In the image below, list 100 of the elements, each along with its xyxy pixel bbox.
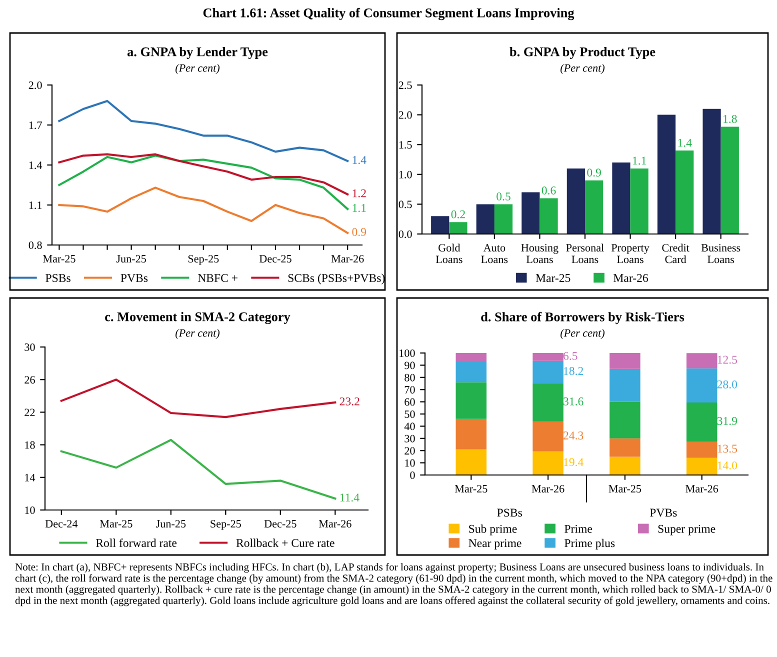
y-tick-label: 1.7 — [29, 122, 42, 130]
data-label: 0.6 — [542, 186, 556, 195]
data-label: 1.8 — [724, 114, 737, 123]
y-tick-label: 80 — [404, 374, 415, 382]
bar — [566, 168, 585, 234]
chart-title: b. GNPA by Product Type — [510, 47, 656, 59]
legend-label: PVBs — [120, 274, 148, 282]
chart-subtitle: (Per cent) — [176, 328, 220, 340]
bar — [610, 353, 640, 369]
y-tick-label: 0.0 — [398, 230, 412, 238]
y-tick-label: 22 — [24, 408, 35, 416]
bar — [494, 204, 513, 234]
data-label: 0.5 — [496, 192, 510, 200]
data-label: 1.2 — [352, 189, 366, 198]
data-label: 0.9 — [352, 228, 366, 236]
y-tick-label: 50 — [404, 410, 415, 418]
legend-label: Super prime — [658, 524, 716, 536]
x-tick-label: Housing Loans — [521, 244, 558, 264]
data-label: 13.5 — [718, 444, 738, 453]
bar — [686, 368, 718, 403]
data-label: 23.2 — [340, 397, 360, 406]
x-tick-label: Jun-25 — [156, 520, 186, 528]
legend-label: NBFC + — [198, 274, 238, 282]
bar — [612, 162, 630, 234]
x-tick-label: Sep-25 — [210, 520, 241, 530]
y-tick-label: 0.8 — [28, 241, 42, 250]
y-tick-label: 1.0 — [399, 170, 412, 178]
y-tick-label: 2.0 — [28, 81, 42, 90]
bar — [532, 422, 564, 452]
bar — [686, 441, 718, 458]
bar — [431, 216, 450, 234]
bar — [532, 451, 564, 475]
bar — [532, 383, 564, 422]
x-tick-label: Mar-26 — [318, 520, 352, 528]
data-label: 31.9 — [717, 417, 737, 425]
bar — [456, 418, 487, 450]
line-series — [58, 100, 349, 162]
y-tick-label: 30 — [404, 434, 415, 442]
bar — [686, 458, 718, 475]
data-label: 18.2 — [564, 367, 584, 376]
x-tick-label: Mar-26 — [686, 485, 718, 493]
chart-subtitle: (Per cent) — [560, 328, 605, 340]
bar — [476, 204, 494, 234]
bar — [456, 449, 487, 475]
x-tick-label: Dec-25 — [264, 520, 296, 528]
bar — [449, 222, 468, 234]
data-label: 28.0 — [717, 380, 738, 388]
legend-label: Prime plus — [564, 538, 615, 550]
legend-label: Rollback + Cure rate — [236, 538, 334, 547]
bar — [610, 456, 640, 475]
bar — [585, 180, 604, 234]
y-tick-label: 14 — [25, 474, 36, 482]
legend-label: Near prime — [468, 539, 522, 550]
y-tick-label: 10 — [25, 506, 35, 514]
chart-subtitle: (Per cent) — [176, 64, 220, 74]
bar — [657, 114, 676, 234]
data-label: 19.4 — [564, 458, 584, 466]
bar — [456, 362, 487, 382]
x-tick-label: Mar-25 — [608, 485, 642, 493]
y-tick-label: 100 — [400, 349, 415, 357]
legend-label: SCBs (PSBs+PVBs) — [288, 274, 385, 284]
legend-label: Prime — [564, 524, 592, 533]
y-tick-label: 1.4 — [29, 162, 42, 170]
x-tick-label: Dec-25 — [259, 255, 292, 263]
bar — [676, 150, 694, 234]
x-tick-label: Dec-24 — [45, 520, 78, 528]
chart-subtitle: (Per cent) — [560, 64, 605, 74]
text: Note: In chart (a), NBFC+ represents NBFCs including HFCs. In chart (b), LAP stands for loans against property; Business Loans are unsecured business loans to individuals. In chart (c), the roll forward rate is the percentage change (by amount) from the SMA-2 category (61-90 dpd) in the current month, which moved to the NPA category (90+dpd) in the next month (aggregated quarterly). Rollback + cure rate is the percentage change (in amount) in the SMA-2 category in the current month, which rolled back to SMA-1/ SMA-0/ 0 dpd in the next month (aggregated quarterly). Gold loans include agriculture gold loans and are loans offered against the collateral security of gold jewellery, ornaments and coins. — [15, 563, 772, 606]
chart-title: c. Movement in SMA-2 Category — [105, 312, 290, 324]
y-tick-label: 18 — [25, 441, 35, 449]
legend-label: PSBs — [46, 274, 70, 282]
text: PVBs — [650, 508, 677, 517]
x-tick-label: Mar-26 — [331, 255, 364, 263]
bar — [720, 126, 739, 234]
y-tick-label: 0.5 — [398, 200, 412, 208]
bar — [522, 192, 540, 234]
data-label: 11.4 — [340, 494, 360, 502]
text: Chart 1.61: Asset Quality of Consumer Segment Loans Improving — [203, 8, 574, 20]
data-label: 14.0 — [718, 461, 738, 470]
bar — [456, 353, 487, 362]
x-tick-label: Mar-25 — [100, 520, 132, 528]
x-tick-label: Jun-25 — [116, 255, 146, 263]
bar — [456, 382, 487, 419]
y-tick-label: 26 — [24, 376, 35, 384]
legend-label: Sub prime — [469, 524, 517, 536]
x-tick-label: Mar-26 — [532, 485, 564, 493]
x-tick-label: Mar-25 — [42, 255, 76, 263]
y-tick-label: 60 — [404, 398, 415, 406]
line-series — [60, 378, 336, 418]
text: PSBs — [497, 508, 522, 517]
x-tick-label: Gold Loans — [436, 244, 462, 264]
data-label: 0.2 — [451, 210, 465, 218]
x-tick-label: Business Loans — [701, 244, 740, 264]
x-tick-label: Credit Card — [662, 244, 690, 264]
bar — [532, 353, 564, 361]
data-label: 31.6 — [564, 397, 584, 406]
legend-label: Roll forward rate — [96, 538, 177, 547]
y-tick-label: 90 — [404, 362, 415, 370]
bar — [532, 360, 564, 384]
bar — [610, 402, 640, 438]
